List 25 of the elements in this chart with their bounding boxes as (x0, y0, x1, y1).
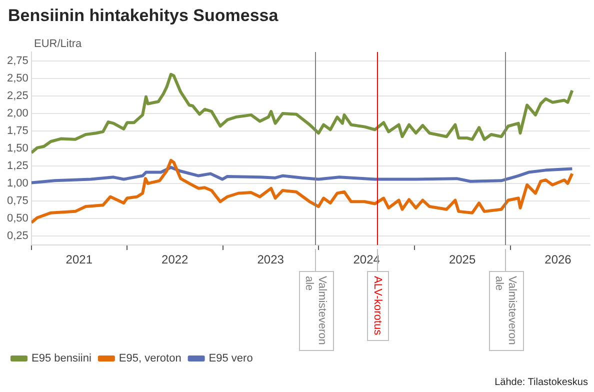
text: Lähde: Tilastokeskus (494, 377, 588, 388)
x-tick-label: 2026 (544, 252, 572, 267)
x-tick-label: 2025 (448, 252, 476, 267)
y-tick-label: 1,75 (6, 125, 28, 138)
x-tick-label: 2021 (66, 252, 93, 267)
y-tick-label: 1,00 (6, 177, 28, 190)
ref-line-label: Valmisteveron ale (302, 276, 328, 345)
ref-line-label: ALV-korotus (371, 276, 384, 336)
y-tick-label: 1,50 (6, 142, 28, 155)
x-tick-label: 2022 (162, 252, 189, 267)
y-tick-label: 2,50 (6, 72, 28, 85)
y-axis-title: EUR/Litra (34, 38, 82, 50)
legend-label: E95 vero (208, 352, 253, 365)
y-tick-label: 2,25 (6, 90, 28, 102)
y-tick-label: 0,50 (6, 212, 28, 224)
y-tick-label: 2,00 (6, 108, 28, 120)
y-tick-label: 1,25 (6, 160, 28, 172)
ref-line-label: Valmisteveron ale (492, 276, 518, 345)
y-tick-label: 0,25 (6, 230, 28, 242)
x-tick-label: 2023 (257, 252, 284, 267)
chart-title: Bensiinin hintakehitys Suomessa (8, 6, 278, 26)
legend-label: E95, veroton (118, 352, 182, 365)
legend-label: E95 bensiini (32, 352, 92, 365)
y-tick-label: 0,75 (6, 194, 28, 207)
y-tick-label: 2,75 (6, 55, 28, 68)
